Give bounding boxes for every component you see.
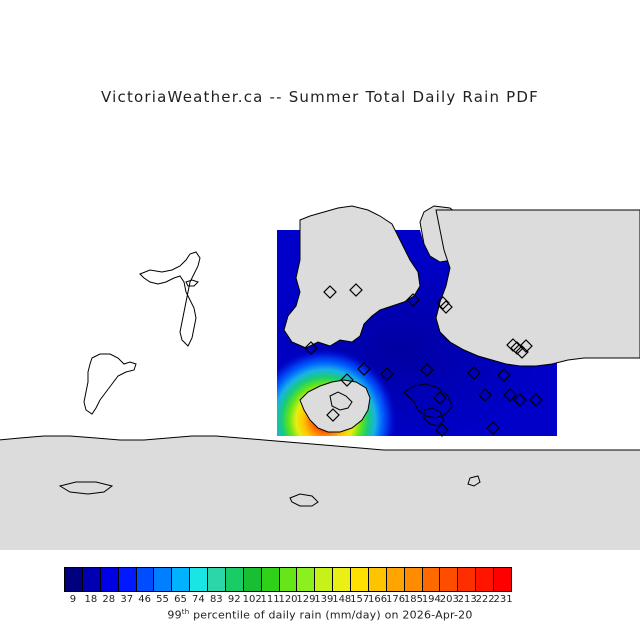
colorbar-tick-166: 166	[368, 594, 388, 605]
colorbar-tick-labels: 9 18 28 37 46 55 65 74 83 92 102 111 120 129 139 148 157…	[0, 594, 640, 608]
colorbar-cell-22	[458, 568, 477, 591]
colorbar-tick-129: 129	[296, 594, 316, 605]
caption-percentile-suffix: th	[181, 608, 190, 616]
station-marker-4[interactable]	[439, 300, 453, 314]
colorbar-tick-176: 176	[385, 594, 406, 605]
station-marker-5[interactable]	[304, 341, 318, 355]
colorbar-caption: 99th percentile of daily rain (mm/day) o…	[0, 608, 640, 622]
station-markers[interactable]	[304, 283, 543, 437]
colorbar-tick-120: 120	[278, 594, 298, 605]
colorbar-tick-74: 74	[192, 594, 205, 605]
colorbar-cell-5	[154, 568, 173, 591]
station-marker-10[interactable]	[326, 408, 340, 422]
colorbar-cell-18	[386, 568, 405, 591]
colorbar-tick-231: 231	[493, 594, 513, 605]
colorbar-tick-83: 83	[209, 594, 223, 605]
station-marker-18[interactable]	[513, 393, 527, 407]
station-marker-14[interactable]	[515, 345, 529, 359]
coastline-detail	[58, 383, 481, 507]
caption-percentile-number: 99	[167, 608, 182, 622]
colorbar-tick-139: 139	[314, 594, 334, 605]
colorbar-tick-55: 55	[156, 594, 169, 605]
colorbar-tick-111: 111	[260, 594, 280, 605]
colorbar-tick-203: 203	[439, 594, 459, 605]
colorbar-tick-222: 222	[475, 594, 495, 605]
colorbar-cell-11	[261, 568, 280, 591]
colorbar-tick-9: 9	[69, 594, 77, 605]
colorbar-cell-21	[440, 568, 459, 591]
colorbar-cell-4	[136, 568, 155, 591]
colorbar-tick-102: 102	[242, 594, 262, 605]
colorbar-cell-14	[315, 568, 334, 591]
colorbar-cell-17	[368, 568, 387, 591]
colorbar-cell-9	[225, 568, 244, 591]
station-marker-7[interactable]	[357, 362, 371, 376]
colorbar-cell-12	[279, 568, 298, 591]
station-marker-12[interactable]	[506, 338, 520, 352]
colorbar-cell-7	[190, 568, 208, 591]
station-marker-21[interactable]	[435, 423, 449, 437]
map-canvas	[0, 110, 640, 550]
station-marker-6[interactable]	[340, 373, 354, 387]
station-marker-17[interactable]	[503, 388, 517, 402]
colorbar[interactable]	[64, 567, 512, 592]
colorbar-tick-194: 194	[421, 594, 441, 605]
station-marker-22[interactable]	[529, 393, 543, 407]
station-marker-2[interactable]	[406, 293, 420, 307]
colorbar-tick-28: 28	[102, 594, 116, 605]
colorbar-cell-24	[494, 568, 511, 591]
station-marker-11[interactable]	[467, 366, 481, 380]
colorbar-cell-8	[208, 568, 226, 591]
station-marker-1[interactable]	[349, 283, 363, 297]
colorbar-cell-6	[172, 568, 191, 591]
colorbar-tick-92: 92	[227, 594, 241, 605]
caption-text: percentile of daily rain (mm/day) on 202…	[189, 608, 473, 622]
station-marker-0[interactable]	[323, 285, 337, 299]
colorbar-cell-16	[351, 568, 369, 591]
colorbar-cell-19	[404, 568, 423, 591]
colorbar-tick-65: 65	[174, 594, 187, 605]
colorbar-cell-0	[65, 568, 83, 591]
colorbar-tick-157: 157	[350, 594, 370, 605]
station-marker-20[interactable]	[486, 421, 500, 435]
page-title: VictoriaWeather.ca -- Summer Total Daily…	[101, 88, 539, 106]
colorbar-cell-20	[422, 568, 441, 591]
colorbar-tick-18: 18	[84, 594, 98, 605]
land-polygons	[0, 205, 640, 550]
island-outlines	[83, 251, 201, 415]
colorbar-tick-37: 37	[120, 594, 134, 605]
station-marker-9[interactable]	[420, 363, 434, 377]
colorbar-cell-10	[243, 568, 262, 591]
station-marker-13[interactable]	[510, 341, 524, 355]
station-marker-3[interactable]	[436, 296, 450, 310]
station-marker-8[interactable]	[380, 367, 394, 381]
map-panel[interactable]	[0, 110, 640, 550]
colorbar-cell-13	[297, 568, 316, 591]
colorbar-cell-3	[118, 568, 137, 591]
station-marker-15[interactable]	[519, 339, 533, 353]
colorbar-tick-185: 185	[403, 594, 423, 605]
station-marker-23[interactable]	[497, 368, 511, 382]
colorbar-tick-148: 148	[332, 594, 352, 605]
station-marker-16[interactable]	[478, 388, 492, 402]
station-marker-19[interactable]	[433, 391, 447, 405]
colorbar-cell-15	[333, 568, 351, 591]
colorbar-cell-1	[82, 568, 101, 591]
colorbar-cell-23	[476, 568, 494, 591]
colorbar-tick-46: 46	[138, 594, 151, 605]
colorbar-cell-2	[100, 568, 119, 591]
colorbar-tick-213: 213	[457, 594, 477, 605]
